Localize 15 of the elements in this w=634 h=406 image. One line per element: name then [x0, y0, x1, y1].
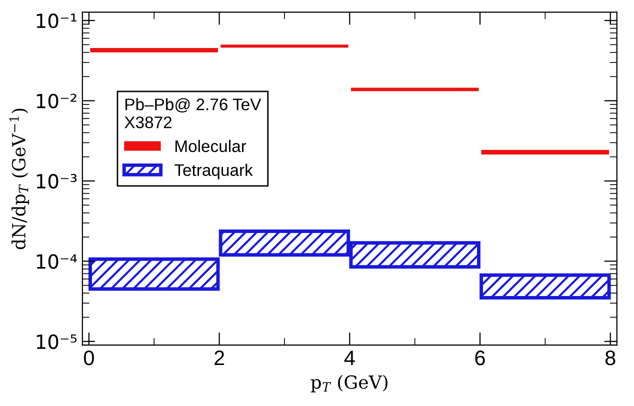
y-axis-title: dN/dp$_{T}$ (GeV$^{−1}$)	[9, 108, 30, 250]
legend-label: Molecular	[176, 140, 246, 152]
y-tick-label: 10⁻⁴	[36, 254, 77, 269]
legend-title: Pb–Pb@ 2.76 TeV X3872	[124, 98, 262, 128]
y-tick-label: 10⁻²	[36, 94, 76, 108]
x-tick-label: 2	[214, 350, 224, 366]
x-tick-label: 4	[344, 350, 355, 366]
x-axis-title: p$_{T}$ (GeV)	[310, 374, 388, 392]
legend-label: Tetraquark	[174, 164, 253, 180]
y-tick-label: 10⁻³	[36, 174, 77, 189]
x-tick-label: 6	[475, 350, 485, 366]
x-tick-label: 8	[605, 350, 616, 366]
y-tick-label: 10⁻⁵	[36, 334, 77, 350]
y-tick-label: 10⁻¹	[36, 13, 76, 28]
x-tick-label: 0	[84, 350, 94, 366]
